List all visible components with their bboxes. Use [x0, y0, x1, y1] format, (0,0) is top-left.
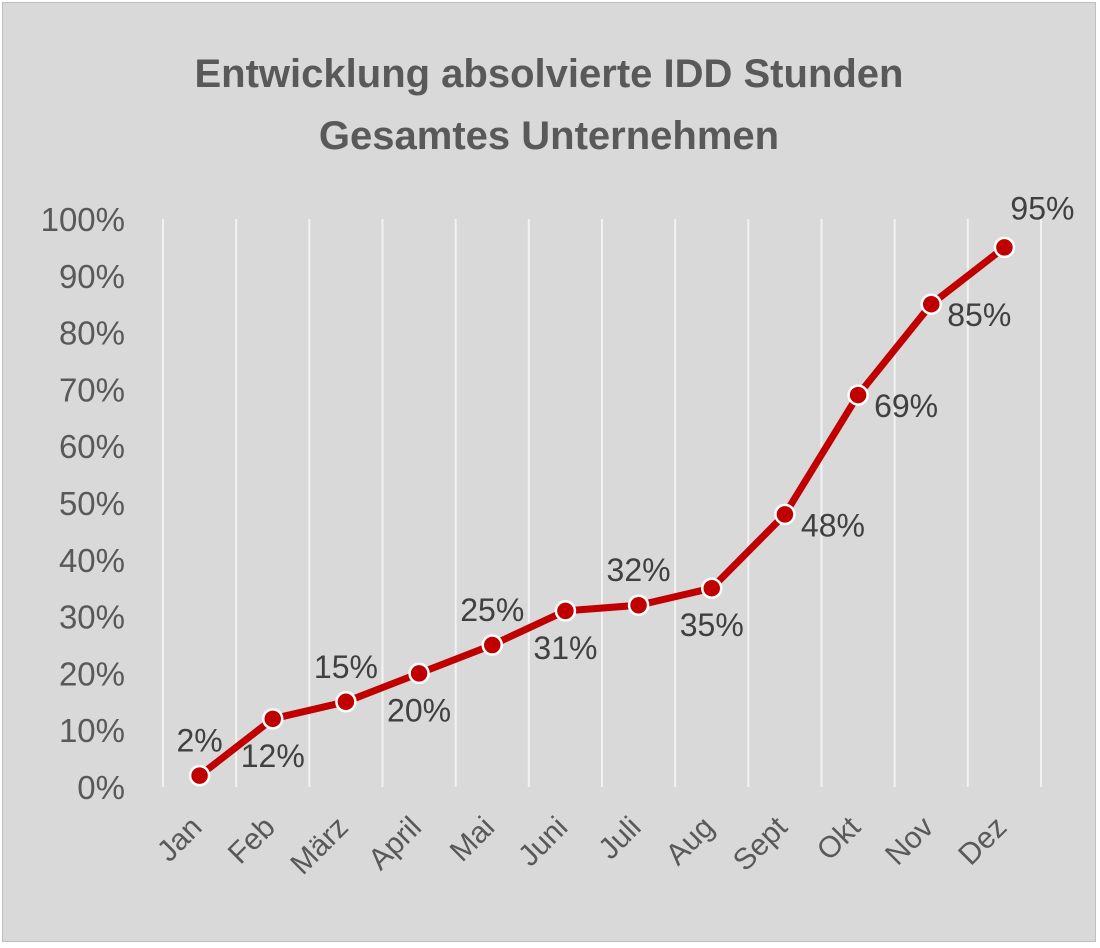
- data-point: [188, 764, 211, 787]
- chart-title-line-1: Entwicklung absolvierte IDD Stunden: [195, 52, 904, 96]
- y-tick-label: 0%: [77, 769, 125, 806]
- x-tick-label: Juli: [592, 811, 647, 866]
- data-label: 25%: [460, 592, 524, 628]
- data-point: [920, 293, 942, 315]
- data-label: 35%: [680, 607, 744, 643]
- gridlines: [162, 219, 1042, 787]
- y-tick-label: 100%: [41, 201, 125, 238]
- data-label: 32%: [607, 552, 671, 588]
- data-point: [701, 577, 723, 599]
- x-tick-label: Okt: [811, 810, 868, 867]
- data-point: [481, 634, 503, 656]
- data-label: 12%: [241, 738, 305, 774]
- data-point: [847, 384, 869, 406]
- data-label: 95%: [1010, 190, 1074, 226]
- y-axis-ticks: 0% 10% 20% 30% 40% 50% 60% 70% 80% 90% 100%: [41, 201, 125, 806]
- y-tick-label: 40%: [59, 542, 125, 579]
- data-label: 20%: [387, 692, 451, 728]
- y-tick-label: 60%: [59, 428, 125, 465]
- data-label: 69%: [874, 388, 938, 424]
- x-tick-label: Nov: [879, 811, 940, 872]
- data-labels: 2% 12% 15%20% 25%31% 32%35% 48% 69% 85% 95%: [176, 190, 1074, 773]
- x-tick-label: Sept: [727, 810, 794, 877]
- y-tick-label: 30%: [59, 599, 125, 636]
- data-label: 85%: [947, 297, 1011, 333]
- y-tick-label: 70%: [59, 371, 125, 408]
- x-tick-label: März: [284, 811, 354, 881]
- x-tick-label: April: [362, 811, 428, 877]
- x-axis-ticks: Jan Feb März April Mai Juni Juli Aug Sept Okt Nov D…: [151, 810, 1013, 881]
- y-tick-label: 20%: [59, 655, 125, 692]
- x-tick-label: Juni: [512, 811, 574, 873]
- line-chart: Entwicklung absolvierte IDD Stunden Gesa…: [41, 52, 1075, 881]
- data-point: [774, 503, 796, 526]
- data-point: [554, 600, 577, 622]
- data-label: 31%: [533, 630, 597, 666]
- data-point: [627, 594, 650, 616]
- data-point: [408, 662, 430, 685]
- data-point: [335, 691, 357, 713]
- x-tick-label: Jan: [151, 811, 209, 869]
- chart-title-line-2: Gesamtes Unternehmen: [319, 114, 779, 158]
- x-tick-label: Mai: [444, 811, 502, 869]
- y-tick-label: 80%: [59, 315, 125, 352]
- data-label: 48%: [801, 507, 865, 543]
- data-label: 15%: [314, 649, 378, 685]
- y-tick-label: 10%: [59, 712, 125, 749]
- x-tick-label: Dez: [952, 811, 1013, 872]
- data-point: [262, 708, 284, 730]
- series-line: [196, 243, 1008, 780]
- x-tick-label: Feb: [222, 811, 282, 871]
- y-tick-label: 90%: [59, 258, 125, 295]
- y-tick-label: 50%: [59, 485, 125, 522]
- data-point: [993, 236, 1016, 259]
- series-layer: [188, 236, 1016, 787]
- data-label: 2%: [176, 723, 222, 759]
- x-tick-label: Aug: [660, 811, 721, 872]
